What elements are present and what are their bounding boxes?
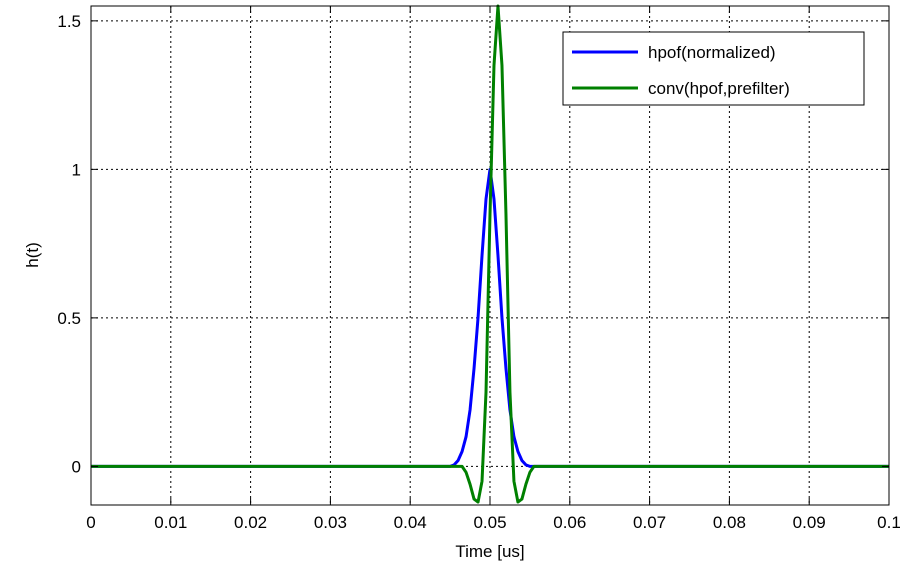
x-tick-labels: 0 0.01 0.02 0.03 0.04 0.05 0.06 0.07 0.08 0.09 0.1 [86, 513, 901, 532]
legend-box [562, 31, 865, 106]
x-tick-label: 0.07 [633, 513, 666, 532]
x-tick-label: 0.02 [234, 513, 267, 532]
x-axis-label: Time [us] [455, 542, 524, 561]
x-tick-label: 0 [86, 513, 95, 532]
y-tick-label: 1 [72, 160, 81, 179]
y-axis-label: h(t) [23, 242, 42, 268]
y-tick-label: 0 [72, 457, 81, 476]
x-tick-label: 0.05 [473, 513, 506, 532]
x-tick-label: 0.09 [793, 513, 826, 532]
ticks [90, 6, 890, 505]
y-tick-label: 0.5 [57, 309, 81, 328]
y-tick-label: 1.5 [57, 12, 81, 31]
legend-label-conv: conv(hpof,prefilter) [648, 79, 790, 98]
legend: hpof(normalized) conv(hpof,prefilter) [562, 31, 865, 106]
x-tick-label: 0.04 [394, 513, 427, 532]
x-tick-label: 0.03 [314, 513, 347, 532]
x-tick-label: 0.1 [877, 513, 901, 532]
y-tick-labels: 0 0.5 1 1.5 [57, 12, 81, 477]
x-tick-label: 0.08 [713, 513, 746, 532]
x-tick-label: 0.01 [154, 513, 187, 532]
legend-label-hpof: hpof(normalized) [648, 43, 776, 62]
x-tick-label: 0.06 [553, 513, 586, 532]
